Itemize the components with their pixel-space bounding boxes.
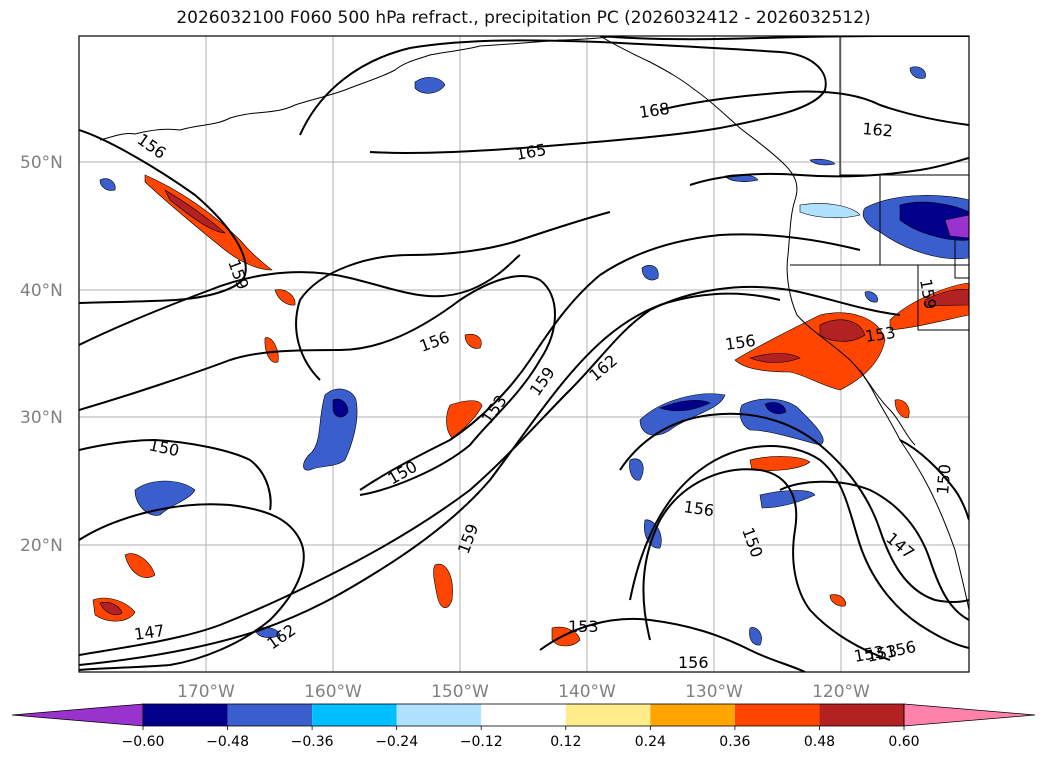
colorbar-tick-label: 0.24	[635, 734, 666, 750]
contour-label: 162	[862, 119, 894, 141]
lat-label: 40°N	[20, 281, 63, 301]
colorbar-tick-label: 0.12	[550, 734, 581, 750]
colorbar-segment	[819, 704, 904, 726]
lat-label: 50°N	[20, 153, 63, 173]
colorbar-segment	[227, 704, 313, 726]
lon-label: 170°W	[177, 682, 235, 702]
colorbar-extend-low	[11, 703, 144, 727]
colorbar-segment	[565, 704, 651, 726]
colorbar-segment	[143, 704, 228, 726]
latitude-labels: 50°N 40°N 30°N 20°N	[20, 153, 63, 556]
contour-label: 168	[638, 99, 671, 122]
map-area: 168 165 162 156 159 156 162 159 153 156 …	[79, 36, 969, 672]
map-frame	[78, 35, 970, 673]
lon-label: 120°W	[812, 682, 870, 702]
lon-label: 160°W	[304, 682, 362, 702]
coastline	[99, 36, 969, 611]
colorbar-extend-high	[903, 703, 1036, 727]
height-contours	[79, 36, 969, 672]
map-title: 2026032100 F060 500 hPa refract., precip…	[176, 8, 871, 28]
colorbar-outline	[142, 703, 905, 727]
contour-label: 156	[682, 497, 715, 520]
contour-label: 150	[933, 463, 955, 495]
colorbar-tick-label: 0.36	[719, 734, 750, 750]
colorbar-tick-label: −0.24	[375, 734, 418, 750]
colorbar-segment	[734, 704, 820, 726]
contour-label: 147	[133, 621, 166, 644]
lat-label: 20°N	[20, 536, 63, 556]
colorbar: −0.60 −0.48 −0.36 −0.24 −0.12 0.12 0.24 0.36 0.4…	[11, 703, 1036, 750]
colorbar-tick-label: −0.48	[206, 734, 249, 750]
longitude-labels: 170°W 160°W 150°W 140°W 130°W 120°W	[177, 682, 870, 702]
colorbar-tick-label: −0.12	[460, 734, 503, 750]
lon-label: 140°W	[558, 682, 616, 702]
colorbar-tick-label: 0.60	[888, 734, 919, 750]
colorbar-tick-label: 0.48	[804, 734, 835, 750]
contour-label: 153	[568, 617, 599, 636]
colorbar-segment	[312, 704, 397, 726]
colorbar-segment	[396, 704, 482, 726]
contour-label: 156	[724, 331, 757, 354]
colorbar-tick-label: −0.36	[291, 734, 334, 750]
lon-label: 150°W	[431, 682, 489, 702]
colorbar-tick-label: −0.60	[122, 734, 165, 750]
lat-label: 30°N	[20, 408, 63, 428]
lon-label: 130°W	[685, 682, 743, 702]
colorbar-segment	[481, 704, 566, 726]
contour-label: 156	[678, 653, 709, 672]
contour-label: 153	[864, 323, 897, 346]
colorbar-segment	[650, 704, 735, 726]
